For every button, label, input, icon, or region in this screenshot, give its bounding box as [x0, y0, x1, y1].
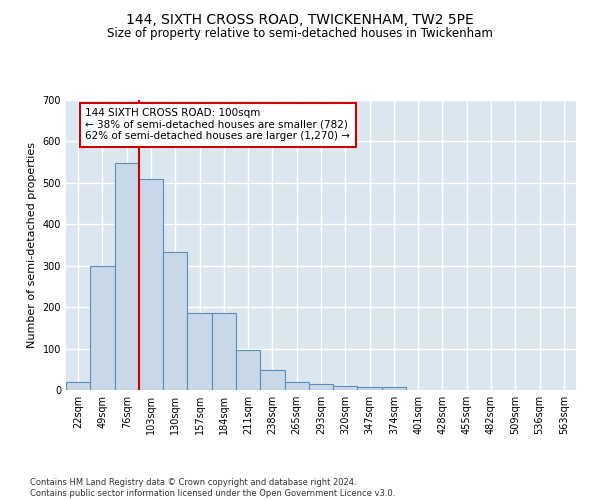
- Bar: [260, 370, 284, 390]
- Bar: [139, 178, 163, 390]
- Bar: [212, 314, 236, 390]
- Bar: [284, 382, 309, 390]
- Bar: [358, 387, 382, 390]
- Bar: [187, 314, 212, 390]
- Bar: [309, 384, 333, 390]
- Text: Size of property relative to semi-detached houses in Twickenham: Size of property relative to semi-detach…: [107, 28, 493, 40]
- Bar: [66, 382, 90, 390]
- Bar: [333, 386, 358, 390]
- Bar: [382, 387, 406, 390]
- Text: 144, SIXTH CROSS ROAD, TWICKENHAM, TW2 5PE: 144, SIXTH CROSS ROAD, TWICKENHAM, TW2 5…: [126, 12, 474, 26]
- Bar: [163, 252, 187, 390]
- Bar: [90, 266, 115, 390]
- Text: Contains HM Land Registry data © Crown copyright and database right 2024.
Contai: Contains HM Land Registry data © Crown c…: [30, 478, 395, 498]
- Bar: [115, 163, 139, 390]
- Text: 144 SIXTH CROSS ROAD: 100sqm
← 38% of semi-detached houses are smaller (782)
62%: 144 SIXTH CROSS ROAD: 100sqm ← 38% of se…: [85, 108, 350, 142]
- Bar: [236, 350, 260, 390]
- Y-axis label: Number of semi-detached properties: Number of semi-detached properties: [27, 142, 37, 348]
